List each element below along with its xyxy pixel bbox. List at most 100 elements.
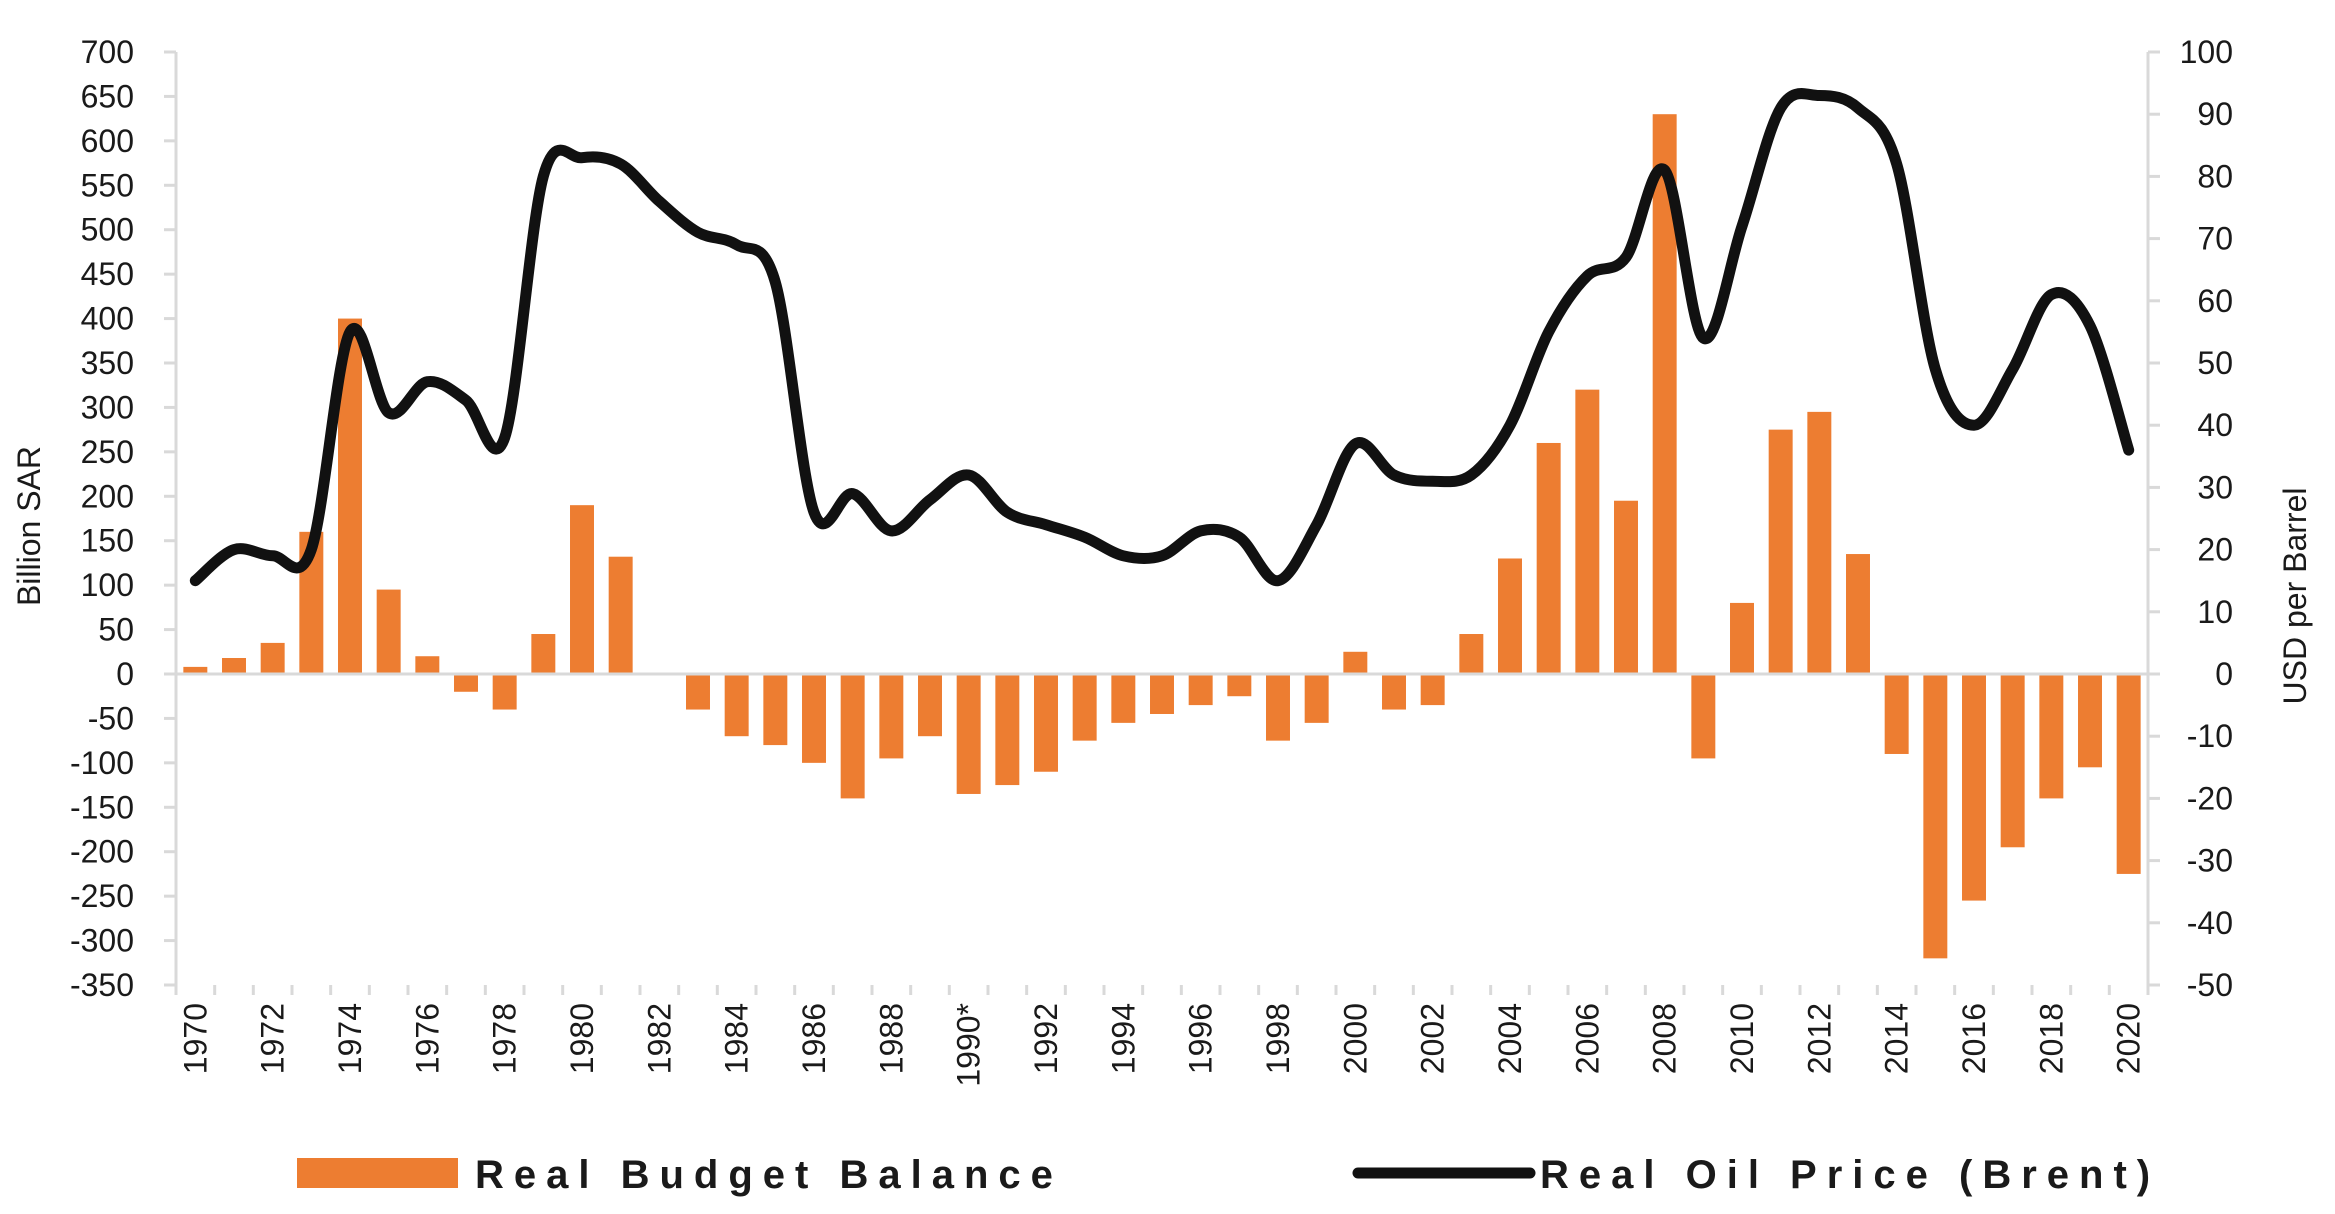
x-tick-label: 2018 [2033, 1003, 2069, 1074]
bar-1990 [956, 674, 981, 794]
x-tick-label: 1980 [564, 1003, 600, 1074]
right-tick-label: 80 [2197, 158, 2233, 194]
bar-1988 [879, 674, 904, 759]
x-tick-label: 1994 [1105, 1003, 1141, 1074]
bar-1987 [840, 674, 865, 799]
bar-2002 [1420, 674, 1445, 706]
legend-bar-label: Real Budget Balance [475, 1153, 1063, 1197]
bar-1979 [531, 634, 556, 674]
bar-2005 [1536, 442, 1561, 674]
bar-2004 [1498, 558, 1522, 674]
bar-1971 [222, 658, 246, 674]
right-tick-label: -10 [2187, 718, 2233, 754]
bar-1983 [686, 674, 710, 710]
legend-line-label: Real Oil Price (Brent) [1540, 1153, 2160, 1197]
x-tick-label: 1986 [796, 1003, 832, 1074]
bar-1996 [1188, 674, 1213, 706]
left-tick-label: 450 [81, 256, 134, 292]
bar-1986 [802, 674, 826, 763]
x-tick-label: 1978 [487, 1003, 523, 1074]
oil-price-line [189, 88, 2135, 587]
left-tick-label: -300 [70, 923, 134, 959]
left-tick-label: 350 [81, 345, 134, 381]
left-tick-label: 500 [81, 212, 134, 248]
x-tick-label: 2000 [1337, 1003, 1373, 1074]
x-axis-ticks: 1970 1972 1974 1976 1978 1980 1982 1984 1986 1988… [174, 985, 2150, 1087]
right-tick-label: 70 [2197, 221, 2233, 257]
left-tick-label: -50 [88, 700, 134, 736]
bar-2009 [1691, 674, 1716, 759]
x-tick-label: 1982 [641, 1003, 677, 1074]
left-tick-label: -250 [70, 878, 134, 914]
left-tick-label: 400 [81, 301, 134, 337]
bar-1984 [724, 674, 749, 737]
legend-bar-swatch [297, 1158, 458, 1188]
bar-2016 [1962, 674, 1986, 901]
left-tick-label: 650 [81, 78, 134, 114]
bar-2012 [1807, 411, 1832, 674]
bar-1991 [995, 674, 1020, 786]
x-tick-label: 2014 [1879, 1003, 1915, 1074]
left-tick-label: 300 [81, 389, 134, 425]
bar-1989 [918, 674, 942, 737]
bar-2018 [2039, 674, 2064, 799]
x-tick-label: 1984 [719, 1003, 755, 1074]
bar-1993 [1072, 674, 1097, 741]
left-tick-label: 200 [81, 478, 134, 514]
left-axis-ticks: 7006506005505004504003503002502001501005… [70, 34, 176, 1003]
bar-1997 [1227, 674, 1252, 697]
x-tick-label: 2002 [1415, 1003, 1451, 1074]
left-tick-label: 600 [81, 123, 134, 159]
bar-1999 [1304, 674, 1329, 723]
bar-1974 [338, 318, 362, 674]
x-tick-label: 1998 [1260, 1003, 1296, 1074]
left-tick-label: -350 [70, 967, 134, 1003]
x-tick-label: 1976 [409, 1003, 445, 1074]
bar-2015 [1923, 674, 1948, 959]
bar-1977 [454, 674, 478, 692]
right-tick-label: -20 [2187, 780, 2233, 816]
bar-1995 [1150, 674, 1174, 714]
x-tick-label: 1970 [177, 1003, 213, 1074]
y-left-axis-title: Billion SAR [11, 446, 47, 606]
bar-1998 [1266, 674, 1290, 741]
left-tick-label: 550 [81, 167, 134, 203]
bar-1972 [260, 642, 285, 674]
x-tick-label: 1990* [951, 1003, 987, 1087]
right-tick-label: 60 [2197, 283, 2233, 319]
left-tick-label: 50 [98, 612, 134, 648]
right-tick-label: 100 [2180, 34, 2233, 70]
left-tick-label: 0 [116, 656, 134, 692]
bar-2014 [1884, 674, 1909, 754]
x-tick-label: 1972 [255, 1003, 291, 1074]
bar-1976 [415, 656, 440, 674]
bar-2008 [1652, 114, 1677, 674]
right-tick-label: 40 [2197, 407, 2233, 443]
bar-1981 [608, 556, 633, 674]
x-tick-label: 1996 [1183, 1003, 1219, 1074]
right-tick-label: 50 [2197, 345, 2233, 381]
left-tick-label: -150 [70, 789, 134, 825]
bar-1992 [1034, 674, 1058, 772]
bar-1978 [492, 674, 517, 710]
x-tick-label: 2012 [1801, 1003, 1837, 1074]
y-right-axis-title: USD per Barrel [2277, 488, 2313, 705]
bar-2011 [1768, 429, 1793, 674]
x-tick-label: 2010 [1724, 1003, 1760, 1074]
right-tick-label: 10 [2197, 594, 2233, 630]
right-tick-label: 0 [2215, 656, 2233, 692]
right-tick-label: 20 [2197, 532, 2233, 568]
left-tick-label: 100 [81, 567, 134, 603]
bar-2000 [1343, 651, 1368, 674]
x-tick-label: 1988 [873, 1003, 909, 1074]
bar-1970 [183, 666, 208, 674]
budget-bars [183, 114, 2141, 959]
right-tick-label: -40 [2187, 905, 2233, 941]
right-tick-label: -50 [2187, 967, 2233, 1003]
right-tick-label: -30 [2187, 843, 2233, 879]
x-tick-label: 2020 [2111, 1003, 2147, 1074]
legend: Real Budget Balance Real Oil Price (Bren… [297, 1153, 2160, 1197]
left-tick-label: 250 [81, 434, 134, 470]
